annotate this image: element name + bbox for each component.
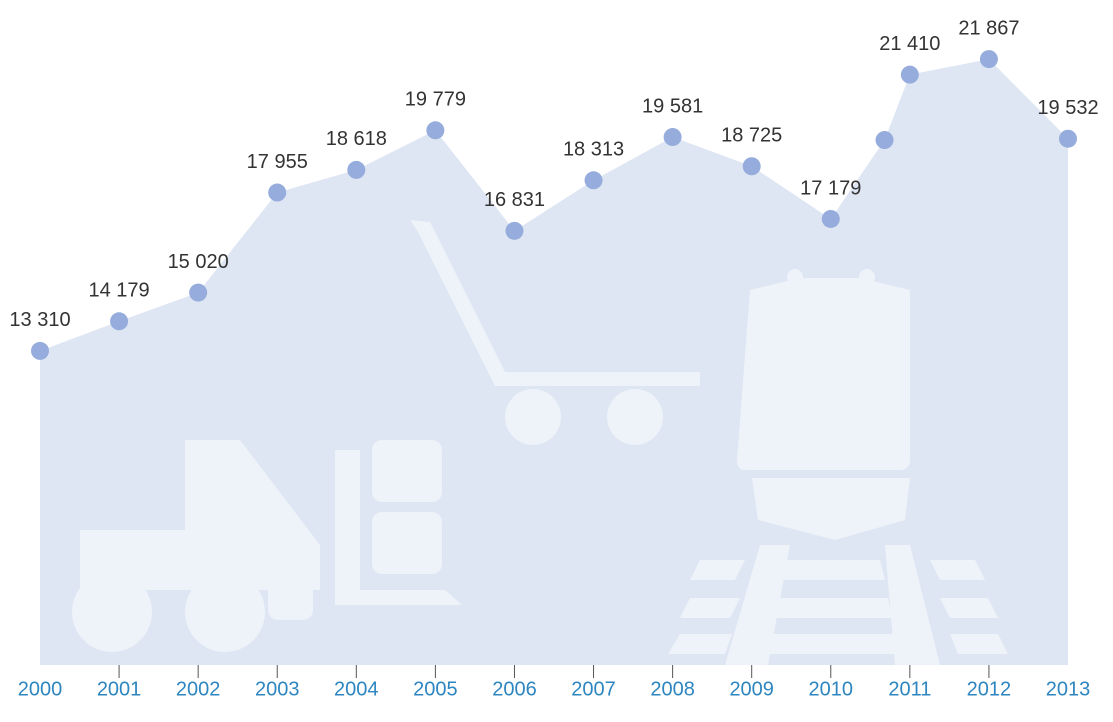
box [372, 440, 442, 502]
x-tick-label: 2003 [255, 678, 300, 700]
value-label: 13 310 [9, 309, 70, 331]
x-tick-label: 2002 [176, 678, 221, 700]
value-label: 15 020 [168, 251, 229, 273]
forklift-body [268, 575, 313, 620]
x-tick-label: 2006 [492, 678, 537, 700]
x-tick-label: 2001 [97, 678, 142, 700]
sleepers [668, 560, 1008, 654]
value-label: 17 179 [800, 177, 861, 199]
x-tick-label: 2005 [413, 678, 458, 700]
x-tick-label: 2011 [888, 678, 931, 700]
value-label: 18 618 [326, 128, 387, 150]
value-label: 21 410 [879, 33, 940, 55]
point [189, 284, 207, 302]
x-tick-label: 2008 [650, 678, 695, 700]
point [980, 50, 998, 68]
point [426, 121, 444, 139]
value-label: 19 779 [405, 89, 466, 111]
x-tick-label: 2012 [967, 678, 1012, 700]
value-label: 17 955 [247, 151, 308, 173]
point [822, 210, 840, 228]
point [268, 184, 286, 202]
value-label: 18 313 [563, 139, 624, 161]
train-light [787, 269, 803, 285]
point [585, 171, 603, 189]
point [901, 66, 919, 84]
point [876, 131, 894, 149]
x-tick-label: 2007 [571, 678, 616, 700]
point [1059, 130, 1077, 148]
train-light [859, 269, 875, 285]
forklift-wheel [72, 572, 152, 652]
value-label: 14 179 [88, 280, 149, 302]
x-tick-label: 2010 [809, 678, 854, 700]
x-tick-label: 2013 [1046, 678, 1091, 700]
point [31, 342, 49, 360]
box [372, 512, 442, 574]
cart-wheel [607, 389, 663, 445]
point [505, 222, 523, 240]
x-tick-label: 2004 [334, 678, 379, 700]
value-label: 19 581 [642, 95, 703, 117]
forklift-wheel [185, 572, 265, 652]
train-icon [737, 278, 910, 470]
point [110, 312, 128, 330]
value-label: 16 831 [484, 189, 545, 211]
value-label: 21 867 [958, 17, 1019, 39]
point [664, 128, 682, 146]
x-tick-label: 2000 [18, 678, 63, 700]
point [347, 161, 365, 179]
value-label: 18 725 [721, 125, 782, 147]
cart-wheel [505, 389, 561, 445]
point [743, 157, 761, 175]
chart: 13 310 14 179 15 020 17 955 18 618 19 779 16 8… [0, 0, 1113, 722]
value-label: 19 532 [1037, 97, 1098, 119]
x-tick-label: 2009 [729, 678, 774, 700]
